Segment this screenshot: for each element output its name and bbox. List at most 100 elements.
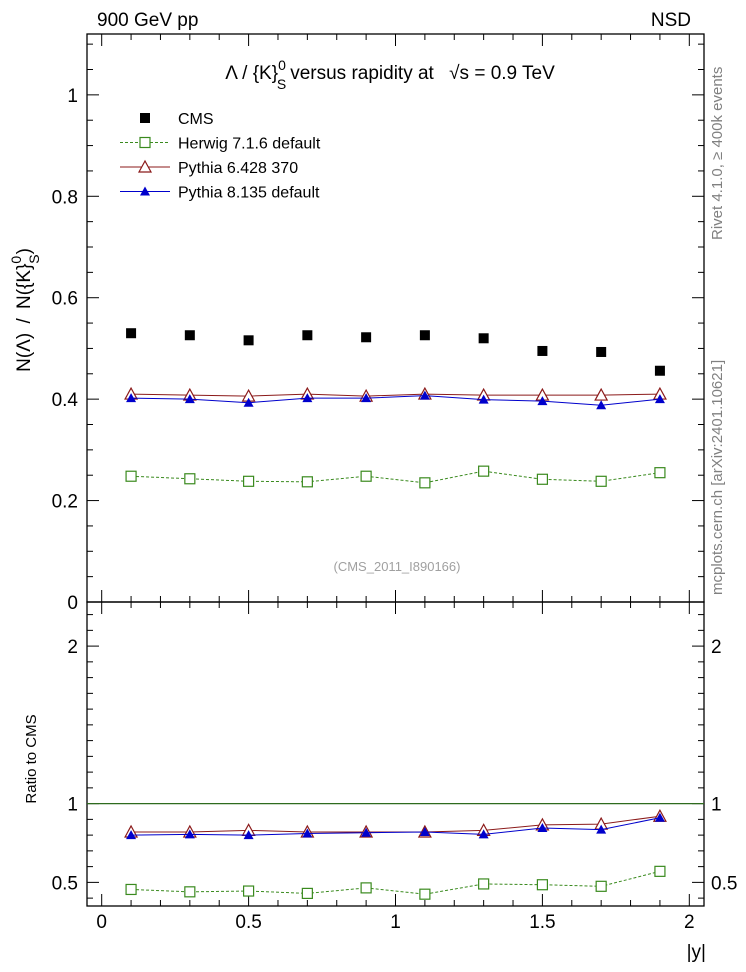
main-herwig-point (242, 475, 255, 487)
main-herwig-line (131, 470, 661, 484)
main-pythia8-point (596, 400, 607, 410)
legend-label-pythia6: Pythia 6.428 370 (178, 160, 298, 177)
ratio-herwig-point (654, 865, 666, 877)
x-tick-label: 0.5 (235, 912, 261, 933)
main-cms-point (243, 335, 254, 346)
legend-marker-pythia6 (137, 159, 153, 173)
bottom-y-axis-label: Ratio to CMS (23, 714, 40, 803)
legend-label-cms: CMS (178, 111, 214, 128)
ratio-y-tick-label-right: 1 (711, 795, 722, 816)
top-y-axis-label: N(Λ) / N({K}0 S) (8, 248, 42, 372)
main-pythia8-point (537, 396, 548, 406)
header-right: NSD (651, 10, 691, 31)
main-pythia6-point (594, 387, 609, 401)
main-herwig-point (478, 465, 490, 477)
rivet-label: Rivet 4.1.0, ≥ 400k events (709, 67, 726, 240)
ratio-pythia8-point (184, 829, 195, 839)
svg-text:mcplots.cern.ch [arXiv:2401.10: mcplots.cern.ch [arXiv:2401.10621] (709, 360, 726, 595)
main-pythia8-point (478, 394, 489, 404)
axis-ticks: 0 0.5 1 1.5 2 0 0.2 0.4 0.6 0.8 1 0.5 0.5 1 1 2 2 (52, 34, 737, 933)
main-pythia8-point (243, 397, 254, 407)
y-tick-label: 0.2 (52, 492, 78, 513)
y-tick-label: 1 (67, 86, 78, 107)
ratio-pythia8-point (361, 827, 372, 837)
ratio-pythia8-point (537, 823, 548, 833)
main-cms-point (596, 346, 607, 357)
ratio-y-tick-label: 0.5 (52, 873, 78, 894)
svg-text:Rivet 4.1.0, ≥ 400k events: Rivet 4.1.0, ≥ 400k events (709, 67, 726, 240)
main-pythia8-point (361, 393, 372, 403)
data-layer (87, 328, 704, 900)
x-axis-label: |y| (687, 942, 706, 963)
main-cms-point (184, 330, 195, 341)
ratio-y-tick-label-right: 2 (711, 637, 722, 658)
main-herwig-point (360, 470, 372, 482)
x-tick-label: 0 (96, 912, 107, 933)
main-cms-point (361, 332, 372, 343)
ratio-y-tick-label: 2 (67, 637, 78, 658)
ratio-herwig-point (536, 879, 549, 891)
main-pythia8-point (654, 394, 665, 404)
legend-label-herwig: Herwig 7.1.6 default (178, 136, 321, 153)
main-pythia8-point (126, 393, 137, 403)
ratio-pythia8-point (478, 829, 489, 839)
x-tick-label: 2 (684, 912, 695, 933)
mcplots-label: mcplots.cern.ch [arXiv:2401.10621] (709, 360, 726, 595)
ratio-herwig-point (478, 878, 490, 890)
main-pythia6-line (131, 393, 660, 397)
main-herwig-point (419, 477, 431, 489)
main-cms-point (126, 328, 137, 339)
y-tick-label: 0.6 (52, 289, 78, 310)
ratio-herwig-point (301, 887, 313, 899)
bottom-plot-frame (86, 601, 705, 907)
ratio-y-tick-label-right: 0.5 (711, 873, 737, 894)
svg-text:Ratio to CMS: Ratio to CMS (23, 714, 40, 803)
ratio-pythia8-point (596, 824, 607, 834)
x-tick-label: 1.5 (529, 912, 555, 933)
legend: CMS Herwig 7.1.6 default Pythia 6.428 370 P… (120, 111, 321, 202)
main-cms-point (537, 345, 548, 356)
legend-label-pythia8: Pythia 8.135 default (178, 185, 320, 202)
ratio-herwig-point (360, 882, 372, 894)
ratio-pythia8-point (419, 826, 430, 836)
main-herwig-point (301, 476, 313, 488)
ratio-herwig-line (131, 870, 661, 895)
main-herwig-point (184, 473, 196, 485)
ratio-herwig-point (419, 888, 431, 900)
ratio-herwig-point (125, 883, 137, 896)
ratio-y-tick-label: 1 (67, 795, 78, 816)
main-cms-point (302, 330, 313, 341)
main-cms-point (419, 330, 430, 341)
ratio-herwig-point (242, 885, 255, 897)
main-pythia8-point (184, 394, 195, 404)
y-tick-label: 0.8 (52, 187, 78, 208)
main-herwig-point (654, 467, 666, 479)
legend-marker-herwig (139, 136, 151, 149)
ratio-pythia8-point (654, 812, 665, 822)
ratio-pythia6-line (131, 815, 660, 833)
main-pythia8-point (419, 390, 430, 400)
main-cms-point (654, 365, 665, 376)
ratio-herwig-point (184, 886, 196, 898)
ratio-pythia8-point (243, 830, 254, 840)
legend-marker-cms (140, 113, 150, 123)
main-herwig-point (595, 475, 607, 487)
header-left: 900 GeV pp (97, 10, 198, 31)
main-pythia8-line (131, 395, 660, 406)
main-herwig-point (125, 470, 137, 482)
main-herwig-point (536, 473, 549, 485)
ratio-pythia8-line (131, 817, 661, 836)
legend-marker-pythia8 (140, 186, 150, 196)
main-cms-point (478, 333, 489, 344)
ratio-pythia8-point (302, 828, 313, 838)
svg-text:N(Λ) / N({K}0S): N(Λ) / N({K}0 S) (8, 248, 42, 372)
y-tick-label: 0 (67, 593, 78, 614)
analysis-watermark: (CMS_2011_I890166) (334, 559, 461, 574)
y-tick-label: 0.4 (52, 390, 79, 411)
main-pythia8-point (302, 393, 313, 403)
ratio-herwig-point (595, 880, 607, 892)
x-tick-label: 1 (390, 912, 401, 933)
ratio-pythia8-point (126, 830, 137, 840)
